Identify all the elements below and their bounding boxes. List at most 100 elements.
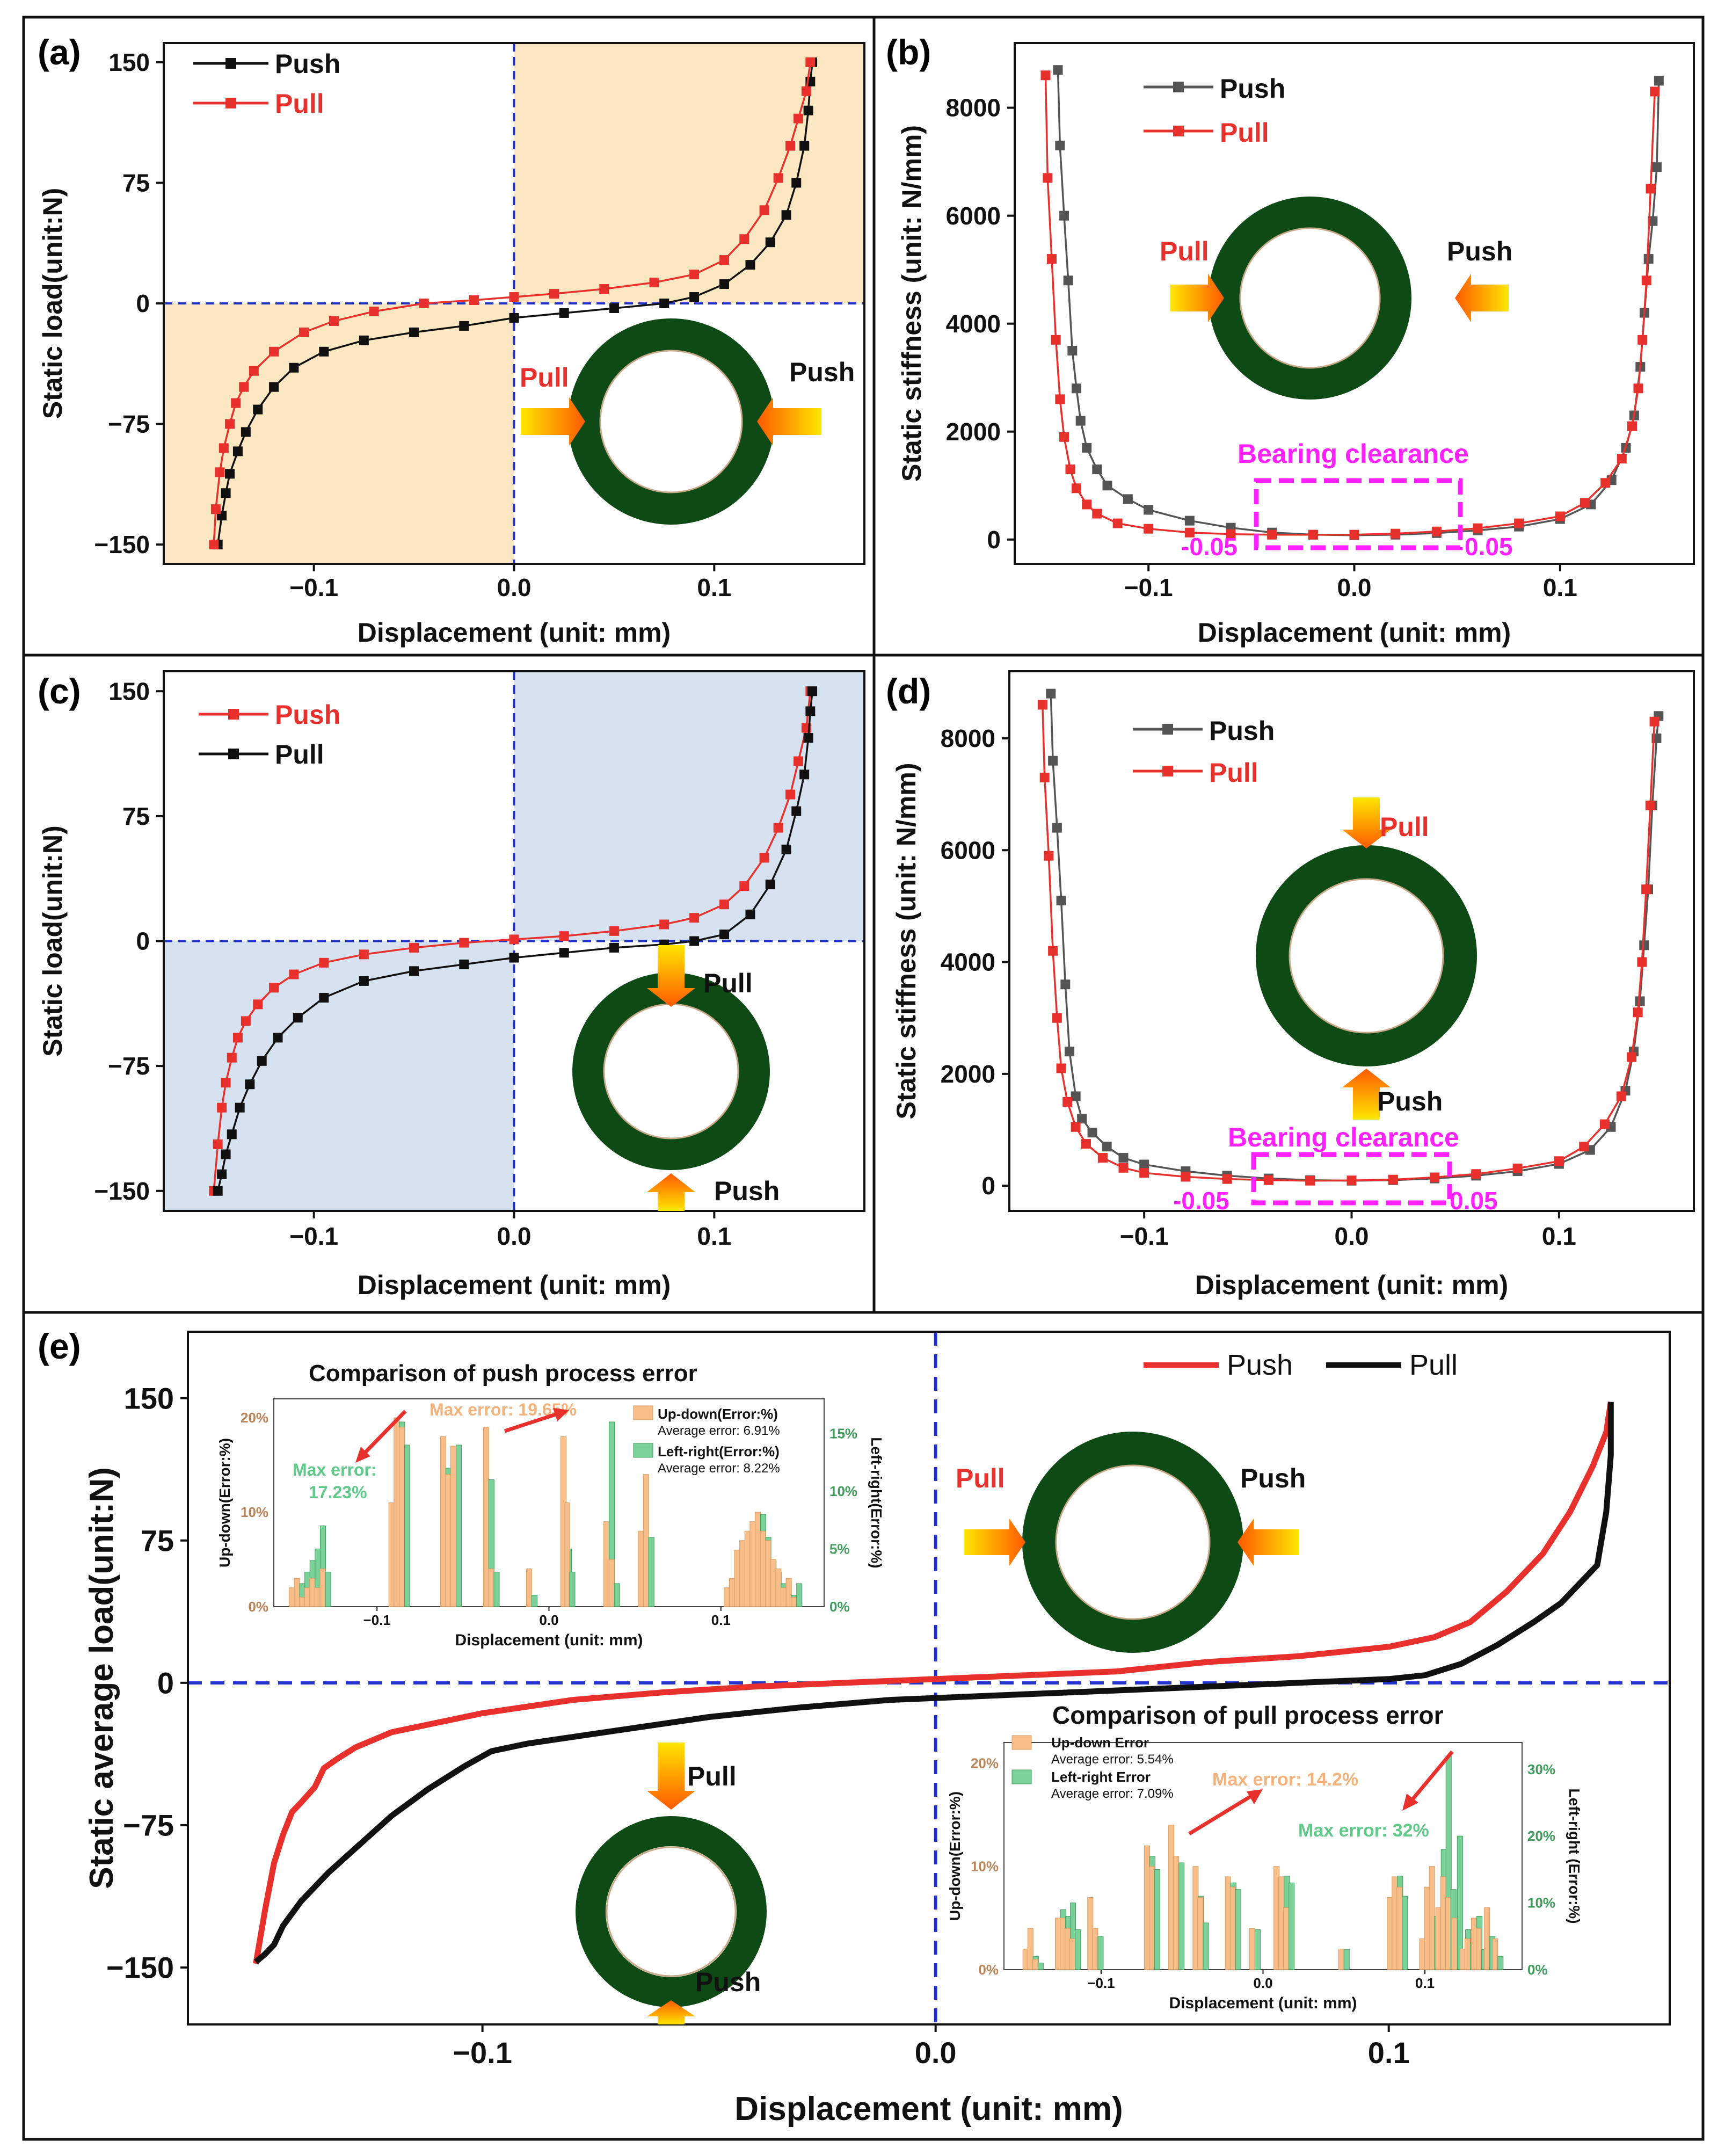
y-tick-label: 150 <box>124 1381 174 1415</box>
data-point-pull <box>359 976 369 986</box>
data-point-pull <box>1473 523 1483 533</box>
data-point-pull <box>1514 518 1524 528</box>
y-tick-label: −150 <box>94 1177 150 1205</box>
data-point-pull <box>1044 851 1054 861</box>
data-point-pull <box>1349 529 1359 540</box>
legend-up-label: Up-down Error <box>1051 1734 1149 1751</box>
data-point-push <box>1648 216 1658 226</box>
data-point-pull <box>245 1079 255 1090</box>
data-point-push <box>1652 162 1662 172</box>
y-axis-label: Static load(unit:N) <box>38 825 68 1057</box>
data-point-pull <box>1065 464 1075 475</box>
data-point-pull <box>419 299 429 308</box>
data-point-push <box>1092 464 1102 475</box>
data-point-push <box>1082 442 1092 453</box>
bar-up-down <box>754 1512 761 1607</box>
bar-up-down <box>1435 1907 1442 1970</box>
data-point-push <box>689 292 700 302</box>
y-tick-label: 0 <box>136 927 150 955</box>
push-arrow-icon <box>1455 274 1509 322</box>
y-tick-label: 75 <box>122 169 150 197</box>
data-point-pull <box>793 113 803 124</box>
data-point-pull <box>1081 1139 1091 1149</box>
data-point-push <box>289 362 299 373</box>
bar-left-right <box>1254 1929 1261 1970</box>
x-tick-label: 0.0 <box>497 574 532 601</box>
y-axis-label: Static load(unit:N) <box>38 188 68 419</box>
series-line-pull <box>254 1402 1614 1964</box>
bar-up-down <box>1424 1886 1430 1970</box>
data-point-push <box>719 899 729 910</box>
data-point-push <box>1102 481 1112 491</box>
data-point-push <box>241 1016 251 1026</box>
inset-y-right-label: Left-right(Error:%) <box>868 1437 885 1568</box>
bar-up-down <box>526 1569 532 1607</box>
data-point-push <box>765 237 775 248</box>
data-point-push <box>1067 345 1078 355</box>
bar-up-down <box>1387 1897 1393 1970</box>
data-point-push <box>609 926 619 936</box>
bar-up-down <box>603 1521 610 1607</box>
data-point-pull <box>1051 335 1061 345</box>
bar-up-down <box>1144 1845 1150 1970</box>
inset-x-tick-label: 0.0 <box>1253 1975 1272 1991</box>
data-point-pull <box>1043 173 1053 183</box>
bar-up-down <box>1459 1949 1466 1970</box>
data-point-push <box>232 446 243 456</box>
bar-up-down <box>1476 1928 1482 1970</box>
data-point-pull <box>1554 1156 1564 1166</box>
x-tick-label: −0.1 <box>289 574 338 601</box>
data-point-pull <box>1599 1119 1610 1129</box>
y-tick-label: 150 <box>108 677 150 705</box>
data-point-pull <box>1082 499 1092 510</box>
data-point-pull <box>299 327 309 337</box>
push-arrow-icon <box>647 1173 695 1211</box>
bar-up-down <box>770 1559 776 1607</box>
panel-label-c: (c) <box>38 671 81 711</box>
bar-left-right <box>1154 1869 1160 1970</box>
push-arrow-icon <box>1342 1069 1391 1120</box>
data-point-push <box>785 789 796 800</box>
inset-y-right-tick-label: 15% <box>829 1426 857 1442</box>
bar-up-down <box>1225 1876 1231 1970</box>
data-point-pull <box>803 733 813 743</box>
x-tick-label: 0.1 <box>697 574 731 601</box>
bearing-diagram-b: Pull Push <box>1160 197 1512 400</box>
bar-up-down <box>299 1596 305 1607</box>
clearance-b: Bearing clearance -0.05 0.05 <box>1181 439 1513 561</box>
data-point-pull <box>1047 254 1057 264</box>
data-point-pull <box>1226 529 1236 539</box>
data-point-push <box>409 942 419 953</box>
bar-up-down <box>1060 1918 1066 1970</box>
data-point-pull <box>369 306 379 316</box>
data-point-pull <box>1184 527 1195 538</box>
clearance-b-label: Bearing clearance <box>1238 439 1469 469</box>
data-point-pull <box>257 1056 267 1066</box>
data-point-push <box>1048 756 1058 766</box>
data-point-push <box>1087 1128 1097 1138</box>
data-point-push <box>1144 505 1154 515</box>
y-tick-label: −150 <box>94 531 150 558</box>
bar-up-down <box>785 1578 792 1607</box>
legend-lr-avg: Average error: 8.22% <box>658 1461 780 1476</box>
bar-up-down <box>1148 1866 1155 1970</box>
data-point-push <box>1139 1159 1149 1170</box>
bearing-ring-icon <box>1256 845 1477 1066</box>
data-point-push <box>689 913 700 923</box>
data-point-pull <box>1627 421 1637 431</box>
data-point-pull <box>1056 1063 1066 1073</box>
bar-left-right <box>325 1572 331 1607</box>
bar-up-down <box>294 1578 300 1607</box>
data-point-push <box>1072 383 1081 394</box>
data-point-push <box>1102 1142 1112 1152</box>
data-point-pull <box>1649 716 1660 727</box>
data-point-push <box>1063 275 1073 286</box>
inset-push-title: Comparison of push process error <box>309 1360 697 1386</box>
data-point-pull <box>215 467 225 477</box>
x-tick-label: 0.0 <box>497 1222 532 1250</box>
bar-up-down <box>1065 1928 1071 1970</box>
bar-up-down <box>1022 1949 1029 1970</box>
y-tick-label: 0 <box>157 1666 174 1700</box>
inset-y-left-tick-label: 0% <box>248 1599 268 1615</box>
data-point-pull <box>1222 1174 1232 1184</box>
